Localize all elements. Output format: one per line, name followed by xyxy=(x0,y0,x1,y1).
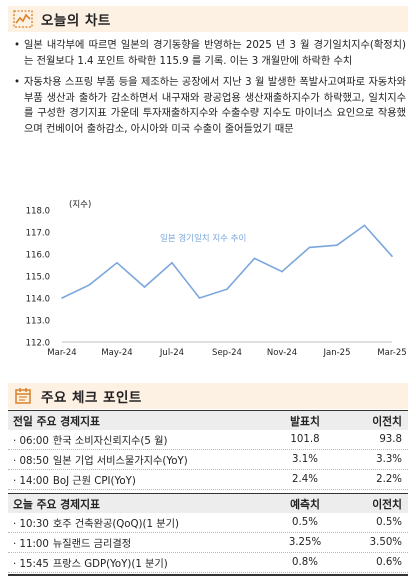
row-value: 3.25% xyxy=(288,537,322,548)
row-value: 3.1% xyxy=(292,454,318,465)
line-chart: 118.0 117.0 116.0 115.0 114.0 113.0 112.0 (지수) M… xyxy=(26,200,407,358)
row-name: 호주 건축완공(QoQ)(1 분기) xyxy=(52,519,179,530)
row-time: 10:30 xyxy=(19,519,49,530)
data-point xyxy=(61,297,63,299)
line-chart-icon xyxy=(12,8,34,30)
row-time: 06:00 xyxy=(19,436,49,447)
data-point xyxy=(281,270,283,273)
row-previous: 0.5% xyxy=(376,517,402,528)
calendar-check-icon xyxy=(12,385,34,407)
data-point xyxy=(171,262,173,264)
row-value: 0.8% xyxy=(292,557,318,568)
y-tick-label: 116.0 xyxy=(26,251,50,261)
prev-table-header: 전일 주요 경제지표 발표치 이전치 xyxy=(8,411,408,430)
x-tick-label: Mar-25 xyxy=(377,348,406,358)
x-tick-label: Jul-24 xyxy=(159,348,184,358)
y-tick-label: 117.0 xyxy=(26,229,50,239)
x-tick-label: Nov-24 xyxy=(267,348,297,358)
data-point xyxy=(253,257,256,260)
row-previous: 2.2% xyxy=(376,474,402,485)
row-value: 2.4% xyxy=(292,474,318,485)
row-previous: 0.6% xyxy=(376,557,402,568)
prev-header-actual: 발표치 xyxy=(290,414,320,428)
row-value: 0.5% xyxy=(292,517,318,528)
check-points-header: 주요 체크 포인트 xyxy=(8,383,408,409)
row-name: 일본 기업 서비스물가지수(YoY) xyxy=(52,456,188,467)
today-header-previous: 이전치 xyxy=(372,497,402,511)
data-point xyxy=(391,255,393,257)
bullet-2: 자동차용 스프링 부품 등을 제조하는 공장에서 지난 3 월 발생한 폭발사고… xyxy=(14,75,406,137)
data-point xyxy=(116,262,118,264)
row-previous: 93.8 xyxy=(379,434,402,445)
x-tick-label: Jan-25 xyxy=(323,348,351,358)
data-point xyxy=(143,286,146,288)
data-point xyxy=(88,284,91,286)
x-tick-label: Sep-24 xyxy=(212,348,242,358)
data-point xyxy=(336,244,338,246)
row-time: 08:50 xyxy=(19,456,49,467)
check-points-title: 주요 체크 포인트 xyxy=(41,390,142,406)
row-name: 한국 소비자신뢰지수(5 월) xyxy=(52,436,168,447)
today-table-header: 오늘 주요 경제지표 예측치 이전치 xyxy=(8,494,408,513)
x-tick-label: May-24 xyxy=(101,348,132,358)
x-tick-label: Mar-24 xyxy=(47,348,76,358)
row-name: BoJ 근원 CPI(YoY) xyxy=(52,476,136,487)
today-chart-title: 오늘의 차트 xyxy=(41,13,111,29)
today-chart-header: 오늘의 차트 xyxy=(8,6,408,32)
bullet-1: 일본 내각부에 따르면 일본의 경기동향을 반영하는 2025 년 3 월 경기… xyxy=(14,38,406,69)
today-header-name: 오늘 주요 경제지표 xyxy=(13,497,100,511)
series-label: 일본 경기일치 지수 추이 xyxy=(160,233,246,244)
data-point xyxy=(226,288,228,290)
y-tick-label: 115.0 xyxy=(26,273,50,283)
data-point xyxy=(363,224,366,227)
row-time: 15:45 xyxy=(19,559,49,570)
row-value: 101.8 xyxy=(290,434,320,445)
y-tick-label: 114.0 xyxy=(26,295,50,305)
row-previous: 3.50% xyxy=(369,537,402,548)
y-tick-label: 113.0 xyxy=(26,317,50,327)
row-name: 프랑스 GDP(YoY)(1 분기) xyxy=(52,559,168,570)
today-bullets: 일본 내각부에 따르면 일본의 경기동향을 반영하는 2025 년 3 월 경기… xyxy=(14,38,406,144)
today-header-forecast: 예측치 xyxy=(290,497,320,511)
row-time: 11:00 xyxy=(19,539,49,550)
data-point xyxy=(198,297,201,299)
row-previous: 3.3% xyxy=(376,454,402,465)
row-time: 14:00 xyxy=(19,476,49,487)
data-point xyxy=(308,246,311,249)
y-axis-label: (지수) xyxy=(69,200,91,210)
prev-header-previous: 이전치 xyxy=(372,414,402,428)
prev-header-name: 전일 주요 경제지표 xyxy=(13,414,100,428)
y-tick-label: 118.0 xyxy=(26,207,50,217)
row-name: 뉴질랜드 금리결정 xyxy=(52,539,132,550)
table-bottom-rule xyxy=(8,574,408,576)
y-tick-label: 112.0 xyxy=(26,339,50,349)
